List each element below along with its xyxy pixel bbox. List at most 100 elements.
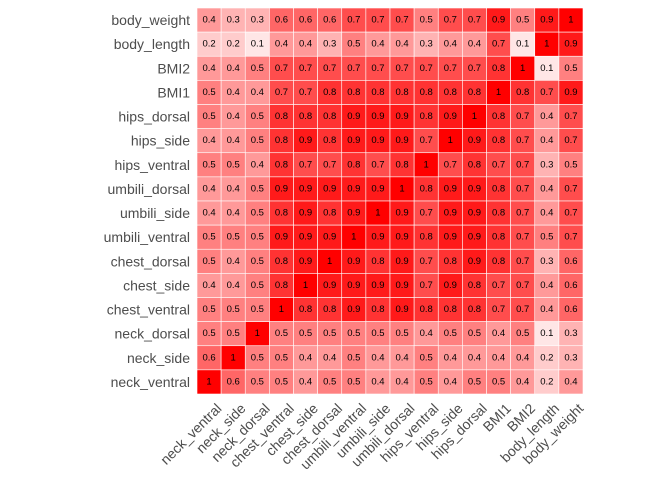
heatmap-cell [462, 7, 487, 33]
cell-value-label: 0.7 [492, 304, 505, 315]
cell-value-label: 1 [303, 280, 308, 291]
cell-value-label: 1 [351, 232, 356, 243]
heatmap-cell [437, 200, 463, 226]
heatmap-cell [534, 200, 560, 226]
heatmap-cell [220, 104, 246, 129]
heatmap-cell [462, 104, 487, 129]
y-tick-label: hips_dorsal [118, 109, 190, 125]
cell-value-label: 0.5 [347, 39, 360, 50]
cell-value-label: 0.7 [468, 63, 481, 74]
cell-value-label: 0.5 [202, 87, 215, 98]
cell-value-label: 0.1 [540, 63, 553, 74]
cell-value-label: 1 [375, 208, 380, 219]
cell-value-label: 0.8 [420, 183, 433, 194]
cell-value-label: 0.6 [564, 280, 577, 291]
cell-value-label: 0.6 [299, 15, 312, 26]
cell-value-label: 0.9 [299, 256, 312, 267]
cell-value-label: 0.7 [516, 111, 529, 122]
heatmap-cell [244, 104, 270, 129]
heatmap-cell [269, 176, 294, 202]
heatmap-cell [269, 297, 294, 322]
heatmap-cell [365, 248, 391, 274]
cell-value-label: 0.5 [251, 280, 264, 291]
cell-value-label: 0.5 [444, 328, 457, 339]
cell-value-label: 0.5 [323, 376, 336, 387]
cell-value-label: 0.8 [275, 280, 288, 291]
heatmap-cell [534, 273, 560, 298]
cell-value-label: 0.9 [395, 135, 408, 146]
cell-value-label: 0.4 [251, 159, 264, 170]
heatmap-cell [317, 224, 343, 250]
heatmap-cell [341, 80, 367, 105]
cell-value-label: 0.9 [564, 39, 577, 50]
cell-value-label: 0.8 [275, 208, 288, 219]
cell-value-label: 0.8 [492, 183, 505, 194]
cell-value-label: 0.8 [516, 87, 529, 98]
heatmap-cell [534, 104, 560, 129]
heatmap-cell [510, 7, 536, 33]
cell-value-label: 0.5 [371, 328, 384, 339]
cell-value-label: 0.7 [420, 208, 433, 219]
cell-value-label: 0.8 [444, 256, 457, 267]
heatmap-cell [462, 31, 487, 57]
cell-value-label: 0.5 [347, 328, 360, 339]
cell-value-label: 0.3 [540, 256, 553, 267]
cell-value-label: 0.9 [323, 232, 336, 243]
cell-value-label: 0.7 [564, 111, 577, 122]
cell-value-label: 0.7 [468, 15, 481, 26]
heatmap-cell [220, 248, 246, 274]
cell-value-label: 0.5 [468, 376, 481, 387]
cell-value-label: 0.9 [323, 183, 336, 194]
cell-value-label: 0.8 [468, 304, 481, 315]
heatmap-cell [558, 273, 584, 298]
cell-value-label: 0.8 [275, 159, 288, 170]
cell-value-label: 0.9 [323, 280, 336, 291]
heatmap-cell [365, 345, 391, 371]
cell-value-label: 0.4 [227, 135, 240, 146]
heatmap-cell [510, 176, 536, 202]
heatmap-cell [269, 152, 294, 178]
y-tick-label: hips_side [131, 133, 190, 149]
cell-value-label: 0.5 [564, 63, 577, 74]
cell-value-label: 0.5 [564, 159, 577, 170]
cell-value-label: 0.9 [395, 232, 408, 243]
heatmap-cell [558, 55, 584, 81]
heatmap-cell [365, 55, 391, 81]
cell-value-label: 0.9 [444, 208, 457, 219]
heatmap-cell [534, 297, 560, 322]
cell-value-label: 0.8 [275, 111, 288, 122]
heatmap-cell [365, 104, 391, 129]
cell-value-label: 0.7 [395, 63, 408, 74]
cell-value-label: 0.4 [227, 63, 240, 74]
cell-value-label: 0.5 [420, 15, 433, 26]
heatmap-cell [244, 224, 270, 250]
heatmap-cell [220, 152, 246, 178]
y-tick-label: chest_side [123, 277, 190, 293]
cell-value-label: 0.7 [444, 159, 457, 170]
cell-value-label: 0.7 [444, 63, 457, 74]
cell-value-label: 0.4 [371, 352, 384, 363]
cell-value-label: 0.9 [275, 232, 288, 243]
heatmap-cell [293, 369, 318, 395]
cell-value-label: 0.4 [468, 352, 481, 363]
cell-value-label: 1 [255, 328, 260, 339]
heatmap-cell [317, 80, 343, 105]
heatmap-cell [220, 273, 246, 298]
heatmap-cell [365, 7, 391, 33]
cell-value-label: 0.4 [251, 87, 264, 98]
cell-value-label: 0.2 [540, 376, 553, 387]
heatmap-cell [244, 200, 270, 226]
cell-value-label: 0.5 [202, 159, 215, 170]
cell-value-label: 0.9 [468, 232, 481, 243]
cell-value-label: 0.8 [395, 87, 408, 98]
heatmap-cell [244, 152, 270, 178]
heatmap-cell [220, 128, 246, 154]
cell-value-label: 0.8 [299, 304, 312, 315]
heatmap-cell [341, 128, 367, 154]
heatmap-cell [220, 297, 246, 322]
heatmap-cell [317, 345, 343, 371]
heatmap-cell [558, 152, 584, 178]
y-tick-label: body_weight [111, 12, 190, 28]
y-tick-label: neck_dorsal [115, 326, 191, 342]
heatmap-cell [437, 152, 463, 178]
